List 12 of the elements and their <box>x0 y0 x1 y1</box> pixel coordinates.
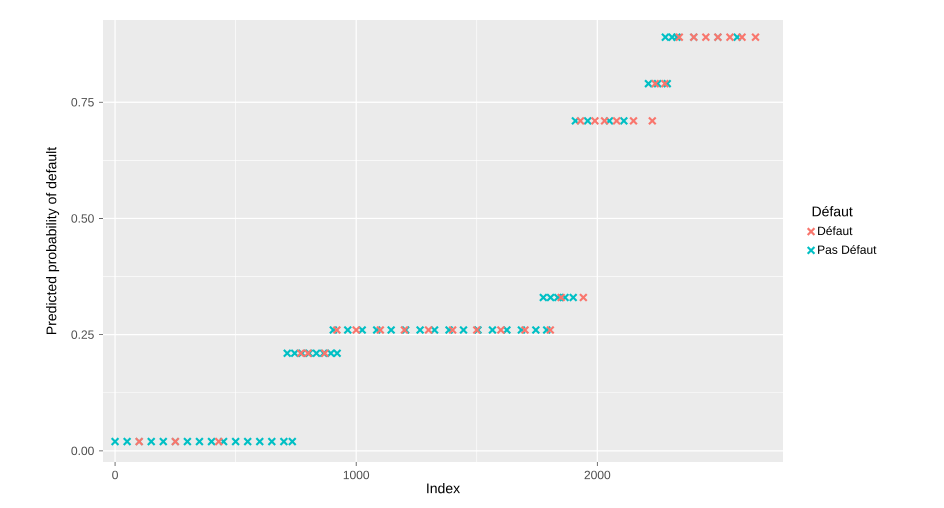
x-tick-label: 0 <box>112 470 118 480</box>
y-axis-title: Predicted probability of default <box>46 146 60 334</box>
y-tick-label: 0.25 <box>71 330 94 339</box>
y-tick-label: 0.00 <box>71 446 94 456</box>
legend-label: Pas Défaut <box>818 244 876 254</box>
legend-title: Défaut <box>812 206 853 216</box>
x-axis-title: Index <box>427 483 460 494</box>
x-tick-label: 2000 <box>584 470 610 480</box>
y-tick-label: 0.50 <box>71 214 94 223</box>
y-tick-label: 0.75 <box>71 98 94 107</box>
legend-label: Défaut <box>818 226 852 236</box>
x-tick-label: 1000 <box>344 470 370 480</box>
